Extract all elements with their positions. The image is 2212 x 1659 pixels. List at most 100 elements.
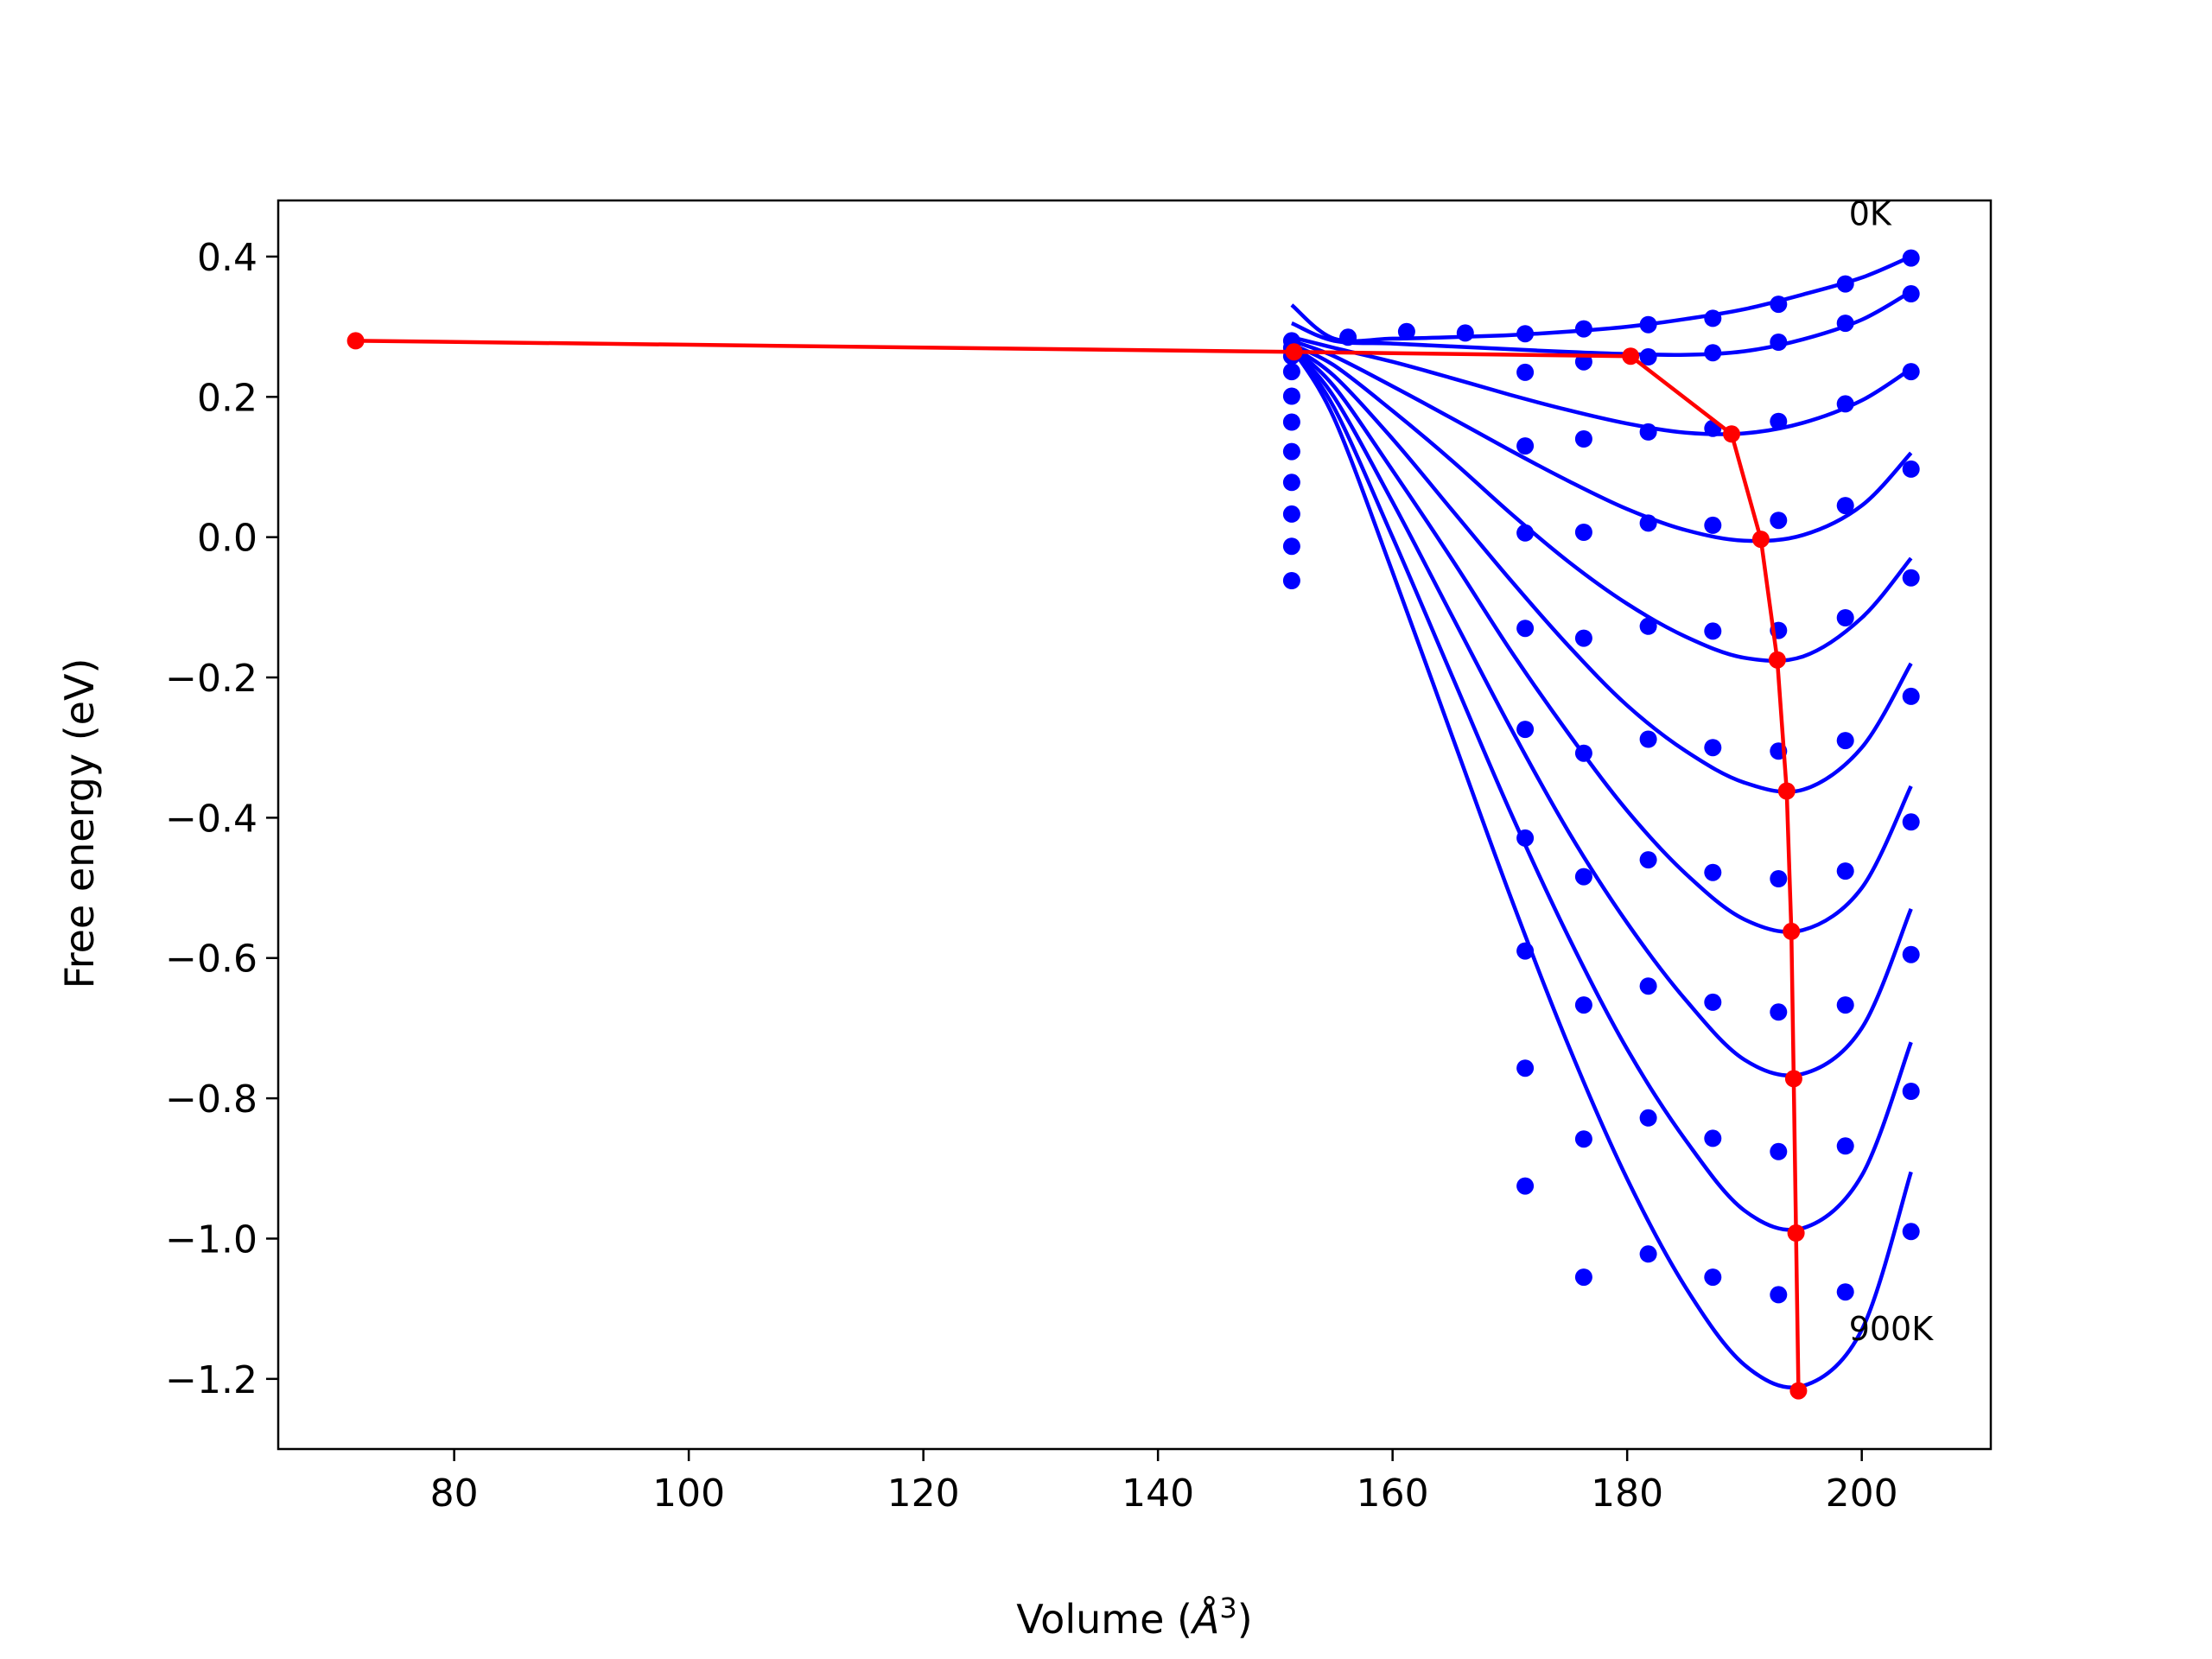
minimum-path-point-1 — [1285, 343, 1303, 361]
data-point-3-3 — [1639, 514, 1657, 532]
data-point-5-6 — [1836, 732, 1854, 750]
y-tick-label-2: 0.0 — [197, 517, 257, 561]
data-point-4-7 — [1902, 569, 1920, 587]
data-point-8-2 — [1574, 996, 1592, 1014]
minimum-path-point-3 — [1723, 425, 1740, 443]
minimum-path — [346, 332, 1808, 1400]
data-point-6-7 — [1902, 813, 1920, 831]
axes-background — [278, 200, 1991, 1449]
data-point-9-0 — [1282, 537, 1300, 556]
fit-curve-1 — [1290, 289, 1912, 358]
data-point-7-1 — [1516, 829, 1535, 847]
x-tick-label-1: 100 — [652, 1471, 725, 1516]
data-point-8-4 — [1704, 1129, 1722, 1147]
y-tick-label-8: −1.2 — [165, 1358, 257, 1402]
x-tick-label-3: 140 — [1122, 1471, 1194, 1516]
data-point-0-7 — [1704, 309, 1722, 327]
minimum-path-point-7 — [1783, 922, 1801, 940]
x-tick-label-0: 80 — [430, 1471, 479, 1516]
data-point-1-2 — [1704, 344, 1722, 362]
minimum-path-point-6 — [1777, 782, 1796, 800]
data-point-3-7 — [1902, 460, 1920, 478]
data-point-0-6 — [1639, 315, 1657, 334]
data-point-7-0 — [1282, 474, 1300, 492]
data-point-6-4 — [1704, 863, 1722, 881]
y-tick-label-4: −0.4 — [165, 797, 257, 841]
y-tick-label-6: −0.8 — [165, 1077, 257, 1122]
data-point-9-2 — [1574, 1130, 1592, 1148]
data-point-9-5 — [1770, 1286, 1788, 1304]
data-point-10-1 — [1516, 1177, 1535, 1195]
x-tick-label-5: 180 — [1591, 1471, 1663, 1516]
data-point-5-0 — [1282, 413, 1300, 431]
data-point-0-3 — [1456, 324, 1474, 342]
axes-frame — [276, 199, 1993, 1451]
data-point-6-6 — [1836, 862, 1854, 880]
data-point-2-7 — [1902, 363, 1920, 381]
fit-curve-8 — [1290, 346, 1913, 1232]
minimum-path-point-9 — [1787, 1224, 1805, 1242]
data-point-8-1 — [1516, 942, 1535, 960]
data-point-3-6 — [1836, 497, 1854, 515]
data-point-6-0 — [1282, 442, 1300, 461]
y-tick-label-7: −1.0 — [165, 1217, 257, 1262]
data-point-10-2 — [1574, 1268, 1592, 1287]
data-point-1-5 — [1902, 285, 1920, 302]
data-point-6-3 — [1639, 851, 1657, 869]
fit-curve-0 — [1290, 254, 1912, 344]
data-point-7-6 — [1836, 996, 1854, 1014]
x-tick-label-6: 200 — [1826, 1471, 1898, 1516]
data-point-3-2 — [1574, 430, 1592, 448]
data-point-2-6 — [1836, 395, 1854, 413]
y-axis-label: Free energy (eV) — [56, 658, 103, 989]
data-point-3-1 — [1516, 437, 1535, 455]
minimum-path-point-8 — [1784, 1070, 1802, 1088]
data-point-8-0 — [1282, 505, 1300, 523]
minimum-path-point-0 — [346, 332, 365, 350]
x-tick-label-2: 120 — [887, 1471, 960, 1516]
minimum-path-point-2 — [1622, 347, 1640, 365]
data-point-7-4 — [1704, 993, 1722, 1011]
data-point-5-4 — [1704, 739, 1722, 757]
data-point-5-3 — [1639, 730, 1657, 748]
data-point-2-5 — [1770, 412, 1788, 430]
data-point-3-4 — [1704, 516, 1722, 534]
annotation-label-0: 0K — [1849, 194, 1892, 232]
data-point-0-4 — [1516, 325, 1535, 343]
minimum-path-point-4 — [1751, 531, 1770, 549]
data-point-3-0 — [1282, 363, 1300, 381]
data-point-8-5 — [1770, 1142, 1788, 1160]
y-tick-label-1: 0.2 — [197, 376, 257, 420]
fit-curve-5 — [1290, 345, 1913, 794]
data-point-0-10 — [1902, 249, 1920, 267]
data-point-1-3 — [1770, 334, 1788, 351]
data-point-7-3 — [1639, 977, 1657, 995]
data-points — [1282, 249, 1920, 1304]
y-tick-label-0: 0.4 — [197, 236, 257, 280]
data-point-5-1 — [1516, 620, 1535, 638]
x-tick-label-4: 160 — [1357, 1471, 1429, 1516]
annotations: 0K 900K — [1849, 194, 1935, 1348]
data-point-6-1 — [1516, 721, 1535, 739]
data-point-4-1 — [1516, 524, 1535, 542]
data-point-0-1 — [1339, 328, 1357, 346]
data-point-6-2 — [1574, 744, 1592, 762]
y-axis-ticks: 0.4 0.2 0.0 −0.2 −0.4 −0.6 −0.8 −1.0 −1.2 — [165, 236, 278, 1402]
data-point-2-1 — [1516, 363, 1535, 381]
data-point-0-9 — [1836, 275, 1854, 293]
data-point-7-5 — [1770, 1003, 1788, 1021]
y-tick-label-3: −0.2 — [165, 657, 257, 701]
data-point-4-2 — [1574, 524, 1592, 541]
data-point-9-7 — [1902, 1223, 1920, 1241]
data-point-0-5 — [1574, 320, 1592, 338]
fit-curve-7 — [1290, 346, 1913, 1077]
data-point-5-2 — [1574, 629, 1592, 647]
fit-curve-3 — [1291, 339, 1913, 543]
data-point-0-8 — [1770, 296, 1788, 314]
y-tick-label-5: −0.6 — [165, 938, 257, 982]
data-point-4-4 — [1704, 622, 1722, 640]
data-point-3-5 — [1770, 512, 1788, 530]
data-point-7-2 — [1574, 868, 1592, 886]
data-point-8-6 — [1836, 1137, 1854, 1155]
minimum-path-point-5 — [1768, 651, 1786, 669]
